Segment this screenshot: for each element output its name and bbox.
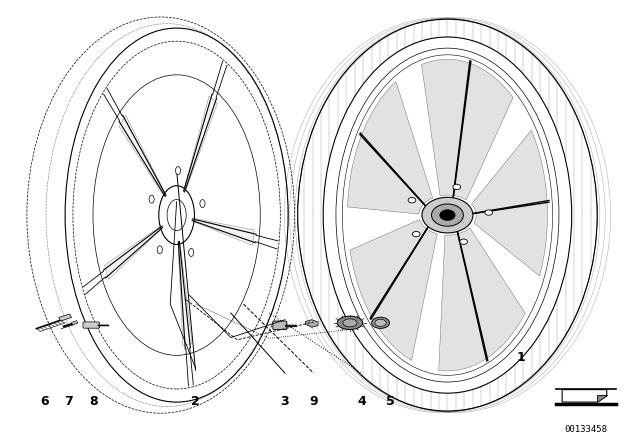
Polygon shape <box>597 396 607 402</box>
Ellipse shape <box>157 246 163 254</box>
Polygon shape <box>305 320 318 327</box>
Ellipse shape <box>431 204 463 226</box>
Polygon shape <box>350 220 437 361</box>
Text: 6: 6 <box>40 396 49 409</box>
Polygon shape <box>104 227 160 280</box>
Ellipse shape <box>189 249 194 256</box>
Ellipse shape <box>337 316 363 330</box>
Polygon shape <box>184 96 218 189</box>
Text: 4: 4 <box>357 396 366 409</box>
Ellipse shape <box>375 319 387 327</box>
Ellipse shape <box>175 167 180 175</box>
Polygon shape <box>59 314 72 321</box>
Polygon shape <box>348 82 433 214</box>
Polygon shape <box>439 228 525 371</box>
Text: 7: 7 <box>64 396 73 409</box>
Ellipse shape <box>422 197 473 233</box>
Text: 1: 1 <box>516 351 525 364</box>
Ellipse shape <box>485 210 493 215</box>
Polygon shape <box>178 246 192 345</box>
Ellipse shape <box>412 232 420 237</box>
Text: 5: 5 <box>386 396 394 409</box>
Text: 8: 8 <box>90 396 98 409</box>
Text: 3: 3 <box>281 396 289 409</box>
Polygon shape <box>422 59 513 200</box>
Text: 9: 9 <box>309 396 318 409</box>
Ellipse shape <box>460 239 467 245</box>
Polygon shape <box>195 219 254 246</box>
FancyBboxPatch shape <box>273 321 287 330</box>
Text: 00133458: 00133458 <box>565 425 608 434</box>
Ellipse shape <box>343 319 357 327</box>
Ellipse shape <box>200 199 205 207</box>
Polygon shape <box>562 390 607 402</box>
Ellipse shape <box>408 198 416 203</box>
Polygon shape <box>119 116 164 194</box>
Ellipse shape <box>440 210 455 220</box>
Text: 2: 2 <box>191 396 200 409</box>
Polygon shape <box>72 321 78 325</box>
Ellipse shape <box>149 195 154 203</box>
Ellipse shape <box>372 317 390 328</box>
Ellipse shape <box>453 184 461 190</box>
Polygon shape <box>472 130 547 276</box>
FancyBboxPatch shape <box>83 322 100 328</box>
